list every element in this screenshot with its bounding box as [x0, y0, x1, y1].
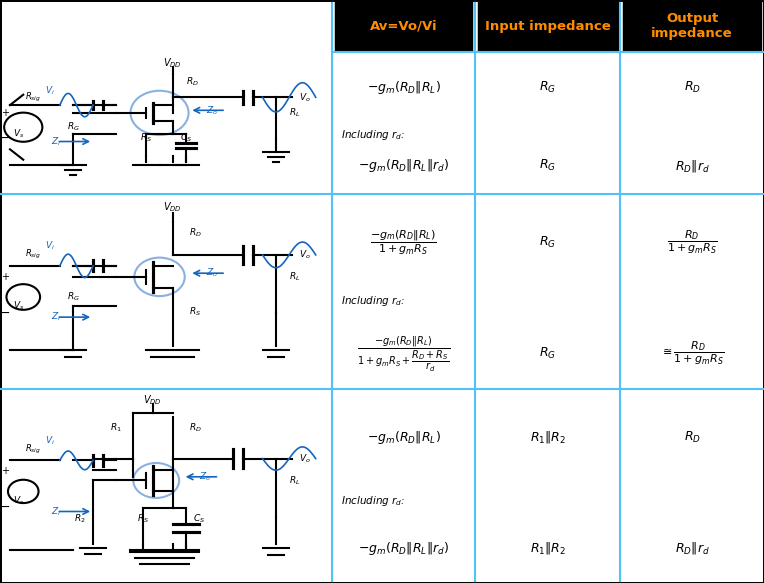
Text: $R_{sig}$: $R_{sig}$	[25, 248, 41, 261]
Text: $R_D$: $R_D$	[189, 227, 202, 239]
Text: $R_2$: $R_2$	[74, 512, 86, 525]
Text: $Z_i$: $Z_i$	[51, 135, 62, 147]
Text: $R_1\|R_2$: $R_1\|R_2$	[529, 540, 566, 556]
Text: $-g_m(R_D\|R_L)$: $-g_m(R_D\|R_L)$	[367, 429, 441, 446]
Text: $-g_m(R_D\|R_L\|r_d)$: $-g_m(R_D\|R_L\|r_d)$	[358, 157, 449, 174]
FancyBboxPatch shape	[624, 3, 760, 50]
Text: Including $r_d$:: Including $r_d$:	[341, 128, 406, 142]
Text: −: −	[0, 501, 10, 514]
Text: $R_L$: $R_L$	[289, 474, 300, 487]
Text: $V_o$: $V_o$	[299, 248, 311, 261]
Text: $R_G$: $R_G$	[66, 121, 79, 134]
Text: $C_S$: $C_S$	[180, 131, 193, 144]
Text: Output
impedance: Output impedance	[652, 12, 733, 40]
Text: $\dfrac{R_D}{1 + g_mR_S}$: $\dfrac{R_D}{1 + g_mR_S}$	[667, 229, 717, 257]
Text: $\dfrac{-g_m(R_D\|R_L)}{1 + g_mR_S}$: $\dfrac{-g_m(R_D\|R_L)}{1 + g_mR_S}$	[371, 229, 437, 257]
Text: $R_D$: $R_D$	[684, 80, 701, 96]
Text: $R_S$: $R_S$	[140, 131, 152, 144]
Text: $C_S$: $C_S$	[193, 512, 206, 525]
Text: $V_{DD}$: $V_{DD}$	[163, 57, 183, 71]
Text: $R_{sig}$: $R_{sig}$	[25, 91, 41, 104]
Text: $V_i$: $V_i$	[45, 85, 55, 97]
Text: +: +	[1, 466, 9, 476]
Text: $R_D$: $R_D$	[186, 75, 199, 88]
Text: $R_S$: $R_S$	[189, 305, 202, 318]
Text: −: −	[0, 132, 10, 145]
Text: $R_G$: $R_G$	[66, 291, 79, 303]
Text: $R_{sig}$: $R_{sig}$	[25, 443, 41, 456]
Text: $V_s$: $V_s$	[13, 128, 24, 140]
Text: $V_{DD}$: $V_{DD}$	[163, 201, 183, 214]
Text: +: +	[1, 108, 9, 118]
Text: $R_D$: $R_D$	[189, 422, 202, 434]
Text: $-g_m(R_D\|R_L\|r_d)$: $-g_m(R_D\|R_L\|r_d)$	[358, 539, 449, 557]
Text: $Z_o$: $Z_o$	[206, 267, 218, 279]
Text: $V_i$: $V_i$	[45, 434, 55, 447]
Text: $Z_o$: $Z_o$	[199, 470, 212, 483]
Text: $Z_o$: $Z_o$	[206, 104, 218, 117]
Text: $R_1$: $R_1$	[111, 422, 122, 434]
Text: $Z_i$: $Z_i$	[51, 505, 62, 518]
Text: $R_L$: $R_L$	[289, 107, 300, 119]
Text: Including $r_d$:: Including $r_d$:	[341, 294, 406, 308]
Text: $V_{DD}$: $V_{DD}$	[144, 394, 162, 407]
Text: Input impedance: Input impedance	[485, 20, 610, 33]
Text: $R_S$: $R_S$	[137, 512, 149, 525]
Text: $V_s$: $V_s$	[13, 300, 24, 312]
Text: $V_s$: $V_s$	[13, 494, 24, 507]
Text: $R_L$: $R_L$	[289, 271, 300, 283]
Text: Av=Vo/Vi: Av=Vo/Vi	[370, 20, 438, 33]
Text: $V_o$: $V_o$	[299, 452, 311, 465]
Text: $R_G$: $R_G$	[539, 80, 556, 96]
Text: $\dfrac{-g_m(R_D\|R_L)}{1 + g_mR_S + \dfrac{R_D + R_S}{r_d}}$: $\dfrac{-g_m(R_D\|R_L)}{1 + g_mR_S + \df…	[357, 334, 451, 374]
Text: $R_1\|R_2$: $R_1\|R_2$	[529, 430, 566, 445]
FancyBboxPatch shape	[479, 3, 617, 50]
Text: $R_G$: $R_G$	[539, 236, 556, 250]
Text: $R_G$: $R_G$	[539, 158, 556, 173]
Text: $V_i$: $V_i$	[45, 240, 55, 252]
Text: $R_D\|r_d$: $R_D\|r_d$	[675, 158, 710, 174]
Text: $Z_i$: $Z_i$	[51, 311, 62, 324]
Text: Including $r_d$:: Including $r_d$:	[341, 494, 406, 508]
Text: −: −	[0, 307, 10, 320]
Text: $V_o$: $V_o$	[299, 91, 311, 104]
FancyBboxPatch shape	[336, 3, 471, 50]
Text: $R_D\|r_d$: $R_D\|r_d$	[675, 540, 710, 556]
Text: +: +	[1, 272, 9, 282]
Text: $-g_m(R_D\|R_L)$: $-g_m(R_D\|R_L)$	[367, 79, 441, 96]
Text: $\cong\dfrac{R_D}{1 + g_mR_S}$: $\cong\dfrac{R_D}{1 + g_mR_S}$	[660, 340, 724, 367]
Text: $R_G$: $R_G$	[539, 346, 556, 361]
Text: $R_D$: $R_D$	[684, 430, 701, 445]
